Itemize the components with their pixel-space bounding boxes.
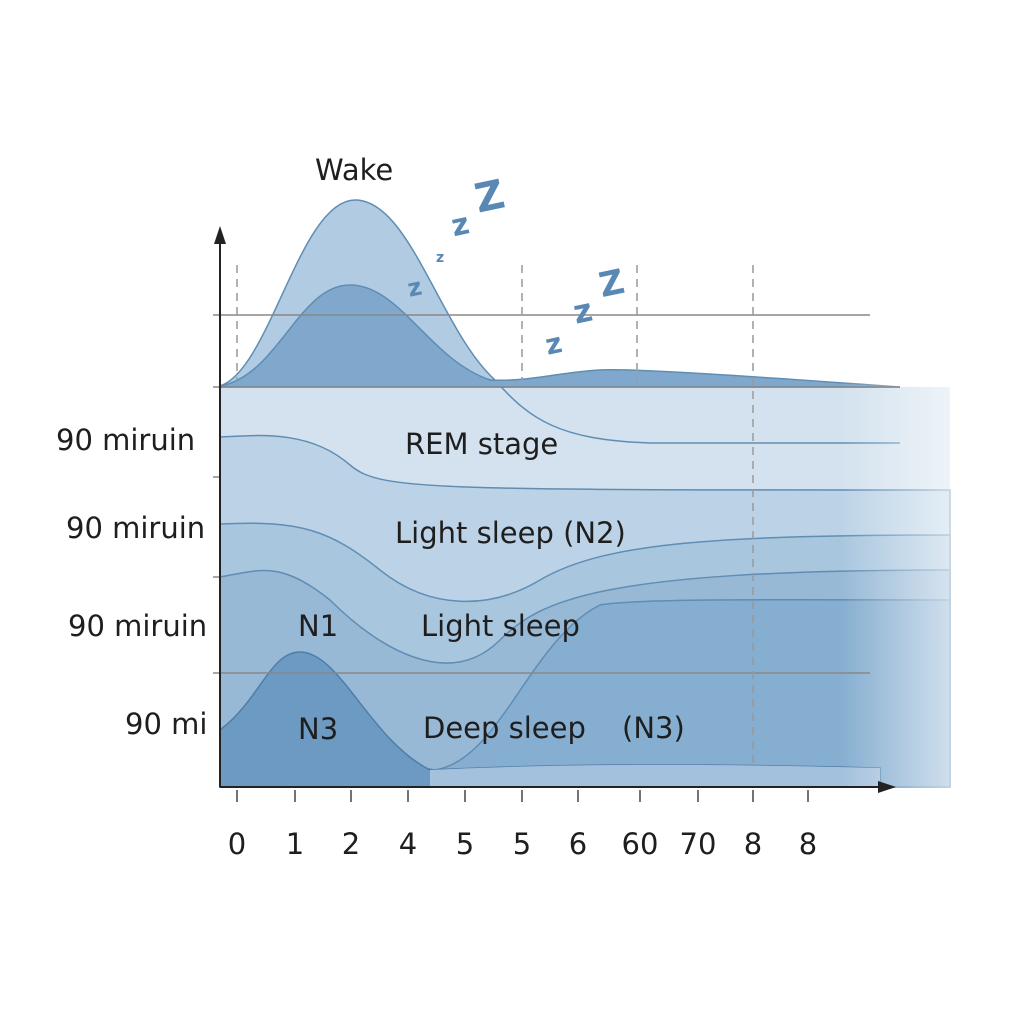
floor-band xyxy=(430,764,880,787)
axes xyxy=(219,240,885,788)
x-tick-label: 5 xyxy=(513,827,531,861)
y-label: 90 miruin xyxy=(68,609,207,643)
dashed-lines xyxy=(236,265,754,765)
y-label: 90 miruin xyxy=(66,511,205,545)
z-mark: z xyxy=(570,291,596,332)
z-mark: z xyxy=(448,206,472,244)
z-mark: z xyxy=(542,326,565,362)
y-arrow xyxy=(214,226,226,244)
x-tick-label: 4 xyxy=(399,827,417,861)
x-ticks xyxy=(236,790,809,802)
x-tick-label: 2 xyxy=(342,827,360,861)
fade xyxy=(840,380,1024,800)
z-mark: z xyxy=(405,272,424,302)
stage-label: Light sleep xyxy=(421,609,580,643)
z-mark: Z xyxy=(471,172,509,223)
x-tick-label: 0 xyxy=(228,827,246,861)
stage-label: N3 xyxy=(298,712,338,746)
x-labels: 0 1 2 4 5 5 6 60 70 8 8 xyxy=(228,827,817,861)
stage-label: (N3) xyxy=(622,711,685,745)
y-label: 90 miruin xyxy=(56,423,195,457)
z-mark: Z xyxy=(596,262,628,306)
x-tick-label: 70 xyxy=(680,827,717,861)
stage-label: REM stage xyxy=(405,427,558,461)
x-arrow xyxy=(878,781,896,793)
grid xyxy=(213,314,900,674)
x-tick-label: 6 xyxy=(569,827,587,861)
y-label: 90 mi xyxy=(125,707,207,741)
stage-label: Deep sleep xyxy=(423,711,586,745)
stage-label: Light sleep (N2) xyxy=(395,516,626,550)
stage-label: N1 xyxy=(298,609,338,643)
x-tick-label: 8 xyxy=(799,827,817,861)
x-tick-label: 1 xyxy=(286,827,304,861)
z-mark: z xyxy=(436,250,444,266)
x-tick-label: 8 xyxy=(744,827,762,861)
wake-inner xyxy=(219,284,901,388)
title: Wake xyxy=(315,153,393,187)
x-tick-label: 5 xyxy=(456,827,474,861)
rem-boundary xyxy=(494,379,900,444)
x-tick-label: 60 xyxy=(622,827,659,861)
